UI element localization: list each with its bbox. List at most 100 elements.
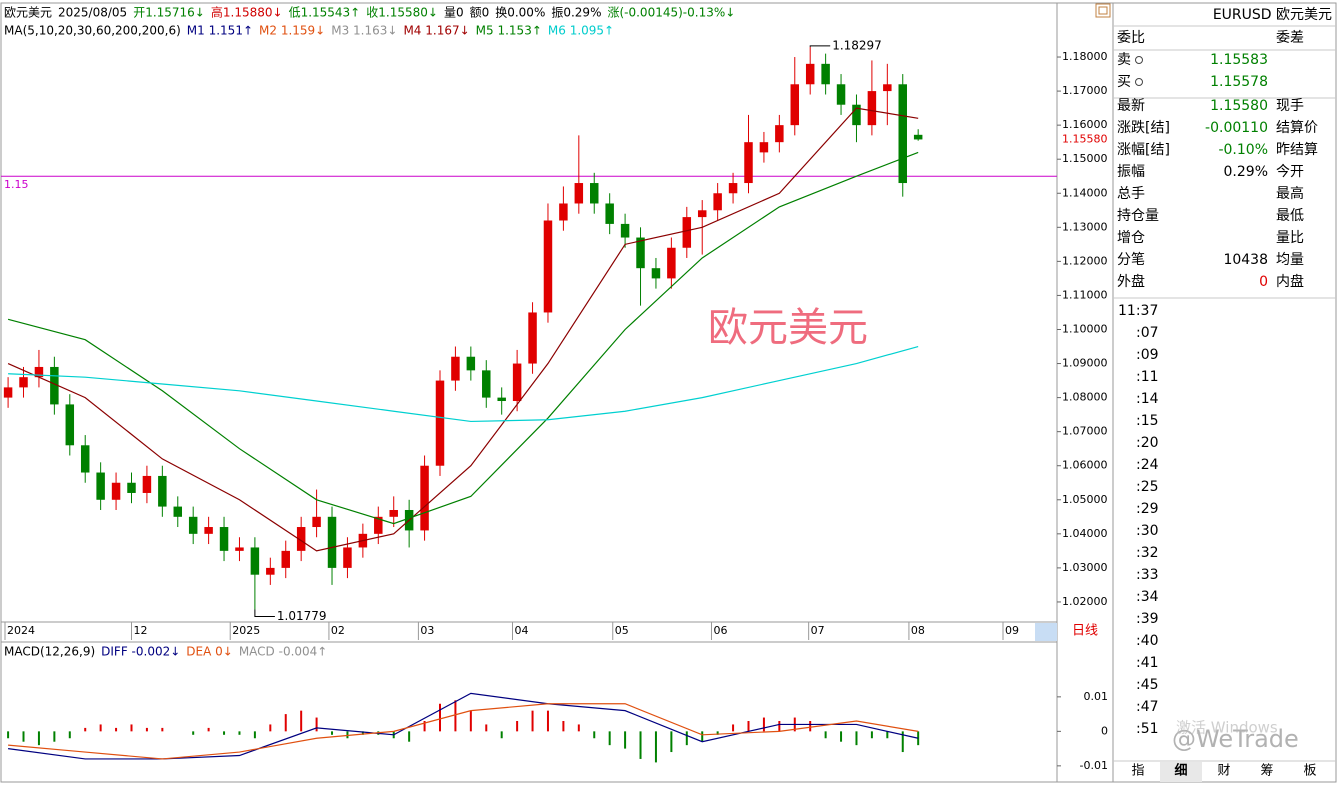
y-tick-label: 1.10000 — [1062, 322, 1108, 335]
candle-body — [543, 220, 553, 313]
header-field: 量0 — [444, 6, 464, 20]
quote-label: 振幅 — [1117, 164, 1145, 180]
quote-label: 最新 — [1117, 98, 1145, 114]
low-marker — [254, 609, 275, 617]
candle-body — [80, 445, 90, 473]
candle-body — [821, 63, 830, 85]
header-field: 开1.15716↓ — [133, 6, 205, 20]
quote-label: 委差 — [1276, 30, 1304, 46]
panel-tab[interactable]: 指 — [1131, 764, 1144, 779]
ma-legend: M3 1.163↓ — [331, 24, 397, 38]
candle-body — [312, 516, 321, 528]
x-tick-label: 04 — [514, 624, 528, 637]
header-field: 欧元美元 — [4, 6, 52, 20]
header-field: 涨(-0.00145)-0.13%↓ — [607, 5, 735, 20]
x-tick-label: 09 — [1005, 624, 1019, 637]
candle-body — [158, 475, 167, 507]
quote-value: 1.15578 — [1210, 74, 1268, 90]
info-icon — [1135, 78, 1143, 86]
panel-title: EURUSD 欧元美元 — [1213, 7, 1332, 23]
y-tick-label: 1.12000 — [1062, 254, 1108, 267]
window-button-icon — [1098, 6, 1108, 15]
window-button[interactable] — [1095, 3, 1111, 18]
x-tick-label: 07 — [811, 624, 825, 637]
tick-time: 11:37 — [1118, 303, 1158, 319]
quote-label: 涨幅[结] — [1117, 142, 1170, 158]
dea-line — [8, 703, 919, 760]
quote-value: -0.10% — [1218, 142, 1268, 158]
candle-body — [420, 465, 429, 531]
x-tick-label: 05 — [615, 624, 629, 637]
info-icon — [1135, 56, 1143, 64]
x-tick-label: 06 — [713, 624, 727, 637]
tick-time: :20 — [1136, 435, 1159, 451]
tick-time: :09 — [1136, 347, 1159, 363]
panel-tab[interactable]: 细 — [1174, 763, 1187, 779]
candle-body — [50, 366, 59, 405]
candle-body — [142, 475, 152, 493]
tick-time: :33 — [1136, 567, 1159, 583]
tick-time: :47 — [1136, 699, 1159, 715]
candle-body — [435, 380, 445, 466]
candle-body — [327, 516, 337, 568]
candle-body — [805, 63, 815, 85]
quote-label: 量比 — [1276, 230, 1304, 246]
x-tick-label: 2025 — [232, 624, 260, 637]
quote-value: -0.00110 — [1205, 120, 1268, 136]
candle-body — [590, 183, 599, 204]
macd-legend: MACD(12,26,9) — [4, 645, 95, 659]
candle-body — [204, 527, 213, 534]
header-field: 低1.15543↑ — [289, 6, 361, 20]
y-tick-label: 1.08000 — [1062, 391, 1108, 404]
candle-body — [451, 356, 460, 381]
candle-body — [667, 247, 676, 279]
panel-tab[interactable]: 板 — [1303, 764, 1316, 779]
tick-time: :40 — [1136, 633, 1159, 649]
candle-body — [651, 268, 661, 279]
x-tick-label: 08 — [911, 624, 925, 637]
candle-body — [127, 482, 136, 493]
candle-body — [574, 183, 584, 204]
candle-body — [281, 550, 290, 568]
last-price-tag: 1.15580 — [1062, 132, 1108, 145]
candle-body — [3, 387, 13, 398]
candle-body — [744, 142, 753, 184]
candle-body — [173, 506, 183, 517]
quote-label: 买 — [1117, 74, 1131, 90]
y-tick-label: 1.06000 — [1062, 459, 1108, 472]
candle-body — [111, 482, 121, 500]
candle-body — [512, 363, 522, 402]
y-tick-label: 1.07000 — [1062, 425, 1108, 438]
candle-body — [759, 142, 769, 153]
tick-time: :15 — [1136, 413, 1159, 429]
candle-body — [852, 104, 861, 126]
tick-time: :11 — [1136, 369, 1159, 385]
macd-legend: DIFF -0.002↓ — [101, 645, 180, 659]
candle-body — [605, 203, 614, 224]
candle-body — [559, 203, 568, 221]
low-annotation: 1.01779 — [277, 609, 327, 623]
candle-body — [96, 472, 105, 500]
panel-tab[interactable]: 筹 — [1260, 763, 1273, 779]
tick-time: :32 — [1136, 545, 1159, 561]
tab-selected — [1160, 762, 1202, 782]
y-tick-label: 1.09000 — [1062, 357, 1108, 370]
quote-label: 委比 — [1117, 30, 1145, 46]
y-tick-label: 1.13000 — [1062, 220, 1108, 233]
quote-label: 分笔 — [1117, 252, 1145, 268]
candle-body — [65, 404, 75, 446]
macd-legend: DEA 0↓ — [186, 645, 233, 659]
quote-label: 现手 — [1276, 98, 1304, 114]
quote-panel-frame — [1112, 2, 1337, 783]
header-field: 高1.15880↓ — [211, 5, 283, 20]
candle-body — [898, 84, 907, 184]
y-tick-label: 0.01 — [1084, 690, 1109, 703]
high-annotation: 1.18297 — [832, 38, 882, 52]
panel-tab[interactable]: 财 — [1217, 764, 1230, 779]
y-tick-label: 1.18000 — [1062, 50, 1108, 63]
y-tick-label: 1.14000 — [1062, 186, 1108, 199]
candle-body — [343, 547, 352, 568]
candle-body — [466, 356, 476, 371]
period-label[interactable]: 日线 — [1072, 624, 1098, 639]
header-field: 额0 — [470, 6, 490, 20]
